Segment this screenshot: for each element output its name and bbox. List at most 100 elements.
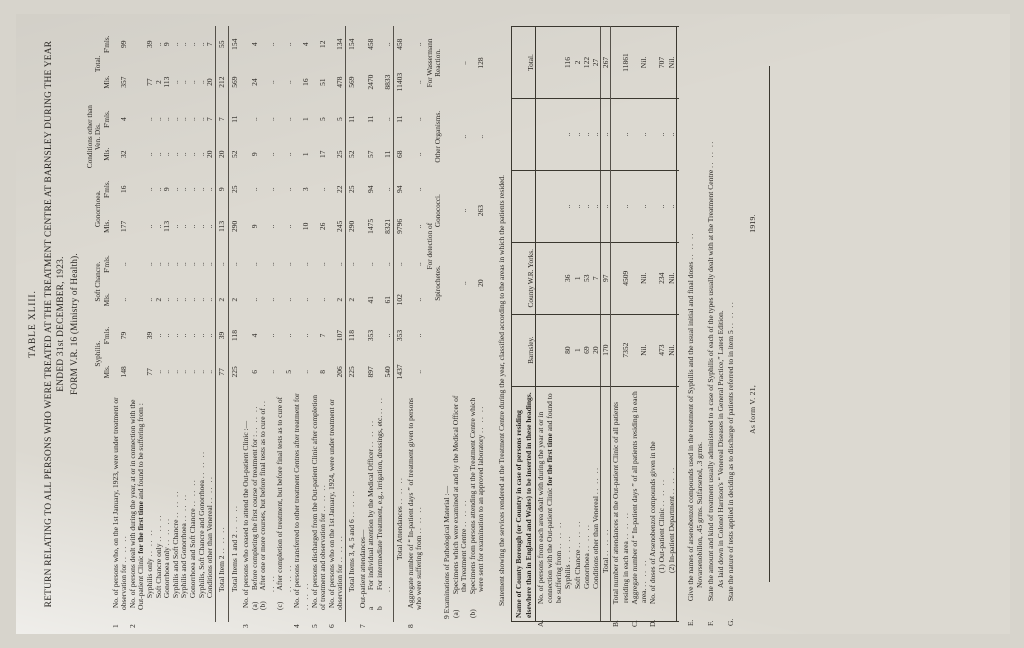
main-table-total-row: Total Attendances .. .. .. 1437 353 102.. 97… xyxy=(393,26,407,622)
rule-cell xyxy=(486,100,488,174)
data-cell: .. xyxy=(249,187,259,192)
area-table-bottom-rule xyxy=(676,26,679,622)
path-col-wassermann: For Wassermann Reaction. xyxy=(424,38,443,88)
data-cell: .. xyxy=(283,224,293,229)
data-cell: .. xyxy=(249,262,259,266)
data-cell: .. xyxy=(266,80,276,84)
rule-cell xyxy=(486,391,488,622)
data-cell: .. xyxy=(600,170,611,243)
data-cell: 24 xyxy=(249,78,259,86)
data-cell: 148 xyxy=(119,366,129,378)
foot-questions-block: E. Give the names of arsenobenzol compou… xyxy=(686,28,736,626)
data-cell: .. xyxy=(119,297,129,302)
data-cell: 4 xyxy=(249,42,259,47)
data-cell: .. xyxy=(215,245,229,283)
data-cell: .. xyxy=(414,333,424,338)
main-table-total-row: Total Items 1 and 2 .. .. .. 225 118 2.. 290… xyxy=(228,26,242,622)
data-cell: 234 Nil. xyxy=(648,242,677,315)
data-cell: 1 xyxy=(572,314,582,387)
row-label: Total Attendances .. .. .. xyxy=(393,390,407,622)
data-cell: .. xyxy=(249,117,259,122)
row-label: Conditions other than Venereal .. .. .. xyxy=(205,475,215,600)
data-cell: 154 xyxy=(228,26,242,63)
bottom-rule xyxy=(768,66,770,582)
rule-cell xyxy=(676,242,679,315)
data-cell: .. xyxy=(119,262,129,266)
data-cell: 2 xyxy=(572,26,582,99)
row-label: Total Items 3, 4, 5 and 6 .. .. .. xyxy=(345,390,359,622)
data-cell: .. xyxy=(283,80,293,84)
area-total-row: Total .. .. .. 170 97.... 267 xyxy=(600,26,611,622)
data-cell: Nil. xyxy=(629,314,649,387)
data-cell: .. xyxy=(590,170,601,243)
data-cell: 11 xyxy=(383,150,393,158)
data-cell: .. xyxy=(383,333,393,338)
col-gono-mls: Mls. xyxy=(103,219,111,233)
main-table-row: 5 No. of persons discharged from the Out… xyxy=(309,26,328,628)
data-cell: .. xyxy=(283,187,293,192)
data-cell: 94 xyxy=(366,185,376,194)
data-cell: 177 xyxy=(119,220,129,232)
data-cell: 79 xyxy=(119,331,129,340)
col-other-fmls: F'mls. xyxy=(103,110,111,128)
data-cell: .. xyxy=(301,370,311,374)
data-cell: 7 xyxy=(205,117,215,122)
as-form-label: As form V. 21, xyxy=(747,384,757,434)
row-label: 5 No. of persons discharged from the Out… xyxy=(309,394,328,628)
data-cell: 4509 xyxy=(610,242,630,315)
data-cell: 52 xyxy=(345,136,359,172)
data-cell xyxy=(443,248,452,319)
data-cell: .. xyxy=(563,98,573,171)
data-cell: .. xyxy=(572,170,582,243)
col-gono-fmls: F'mls. xyxy=(103,180,111,198)
path-group-row: For detection of Other Organisms. For Wa… xyxy=(425,26,443,622)
data-cell: 11 xyxy=(228,101,242,137)
data-cell: Nil. xyxy=(629,26,649,99)
data-cell: 20 xyxy=(205,150,215,158)
row-label: b For intermediate Treatment, e.g., irri… xyxy=(374,396,393,610)
path-col-gonococci: Gonococci. xyxy=(434,194,443,228)
data-cell: 8 xyxy=(318,370,328,374)
data-cell xyxy=(129,172,146,207)
data-cell: 353 xyxy=(393,317,407,354)
data-cell: .. xyxy=(459,134,469,139)
data-cell: .. xyxy=(459,61,469,65)
data-cell: .. xyxy=(266,224,276,229)
data-cell: 11861 xyxy=(610,26,630,99)
data-cell: 16 xyxy=(119,185,129,194)
data-cell: .. xyxy=(266,370,276,374)
data-cell: 473 Nil. xyxy=(648,314,677,387)
data-cell: 11 xyxy=(345,101,359,137)
col-syphilis-mls: Mls. xyxy=(103,365,111,379)
row-label: Total Item 2 .. .. .. xyxy=(215,390,229,622)
data-cell: 5 xyxy=(335,117,345,122)
data-cell: 77 xyxy=(215,353,229,391)
path-col-spirochetes: Spirochetes. xyxy=(434,265,443,301)
data-cell: .. xyxy=(345,245,359,283)
data-cell: 12 xyxy=(318,40,328,49)
area-table-row: C. Aggregate number of “ In-patient days… xyxy=(629,26,649,627)
data-cell: .. xyxy=(581,170,591,243)
data-cell: 20 xyxy=(476,279,486,287)
data-cell: .. xyxy=(205,297,215,302)
data-cell: 5 xyxy=(318,117,328,122)
data-cell xyxy=(129,282,146,317)
data-cell: 212 xyxy=(215,62,229,102)
data-cell: 206 xyxy=(335,366,345,378)
data-cell: 99 xyxy=(119,40,129,49)
data-cell xyxy=(129,26,146,63)
data-cell: 1 xyxy=(572,242,582,315)
data-cell xyxy=(443,26,452,100)
foot-question: G. State the nature of tests applied in … xyxy=(726,300,736,626)
main-return-table: Syphilis. Soft Chancre. Gonorrhoea. Cond… xyxy=(85,26,426,628)
data-cell: 6 xyxy=(249,370,259,374)
foot-answer: Novarsenobillon, .45 grms. Sulfarsenol, … xyxy=(695,441,705,588)
data-cell: 11403 xyxy=(393,62,407,102)
main-table-row: 4 No. of persons transferred to other tr… xyxy=(292,26,311,628)
data-cell: .. xyxy=(393,245,407,283)
row-label: Total Items 1 and 2 .. .. .. xyxy=(228,390,242,622)
main-table-total-row: Total Item 2 .. .. .. 77 39 2.. 113 9 20 7 212 55 xyxy=(215,26,229,622)
data-cell: .. xyxy=(283,297,293,302)
area-table-row: Soft Chancre .. .. .. 1 1.... 2 xyxy=(572,26,582,622)
data-cell: 2 xyxy=(228,282,242,318)
